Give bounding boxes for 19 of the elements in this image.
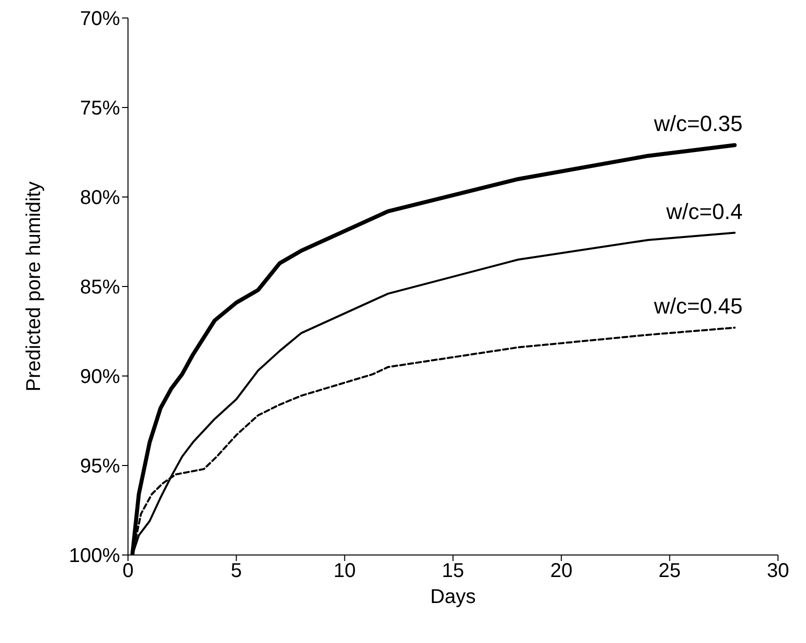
y-tick-label: 80% xyxy=(80,187,120,210)
y-tick-label: 75% xyxy=(80,98,120,120)
series-label: w/c=0.4 xyxy=(665,198,743,224)
x-tick-label: 5 xyxy=(230,560,242,582)
x-axis-title: Days xyxy=(430,586,476,608)
x-tick-label: 20 xyxy=(550,560,572,582)
y-tick-label: 90% xyxy=(80,366,120,388)
series-label: w/c=0.35 xyxy=(652,111,743,136)
y-axis-title: Predicted pore humidity xyxy=(23,181,46,392)
x-tick-label: 25 xyxy=(658,560,681,582)
x-tick-label: 10 xyxy=(334,560,356,582)
y-tick-label: 100% xyxy=(68,545,120,568)
x-tick-label: 0 xyxy=(122,560,134,582)
y-tick-label: 95% xyxy=(80,456,120,478)
x-tick-label: 15 xyxy=(442,560,464,582)
y-tick-label: 70% xyxy=(80,8,120,30)
y-tick-label: 85% xyxy=(80,276,120,299)
x-tick-label: 30 xyxy=(766,560,790,582)
series-label: w/c=0.45 xyxy=(652,294,743,319)
